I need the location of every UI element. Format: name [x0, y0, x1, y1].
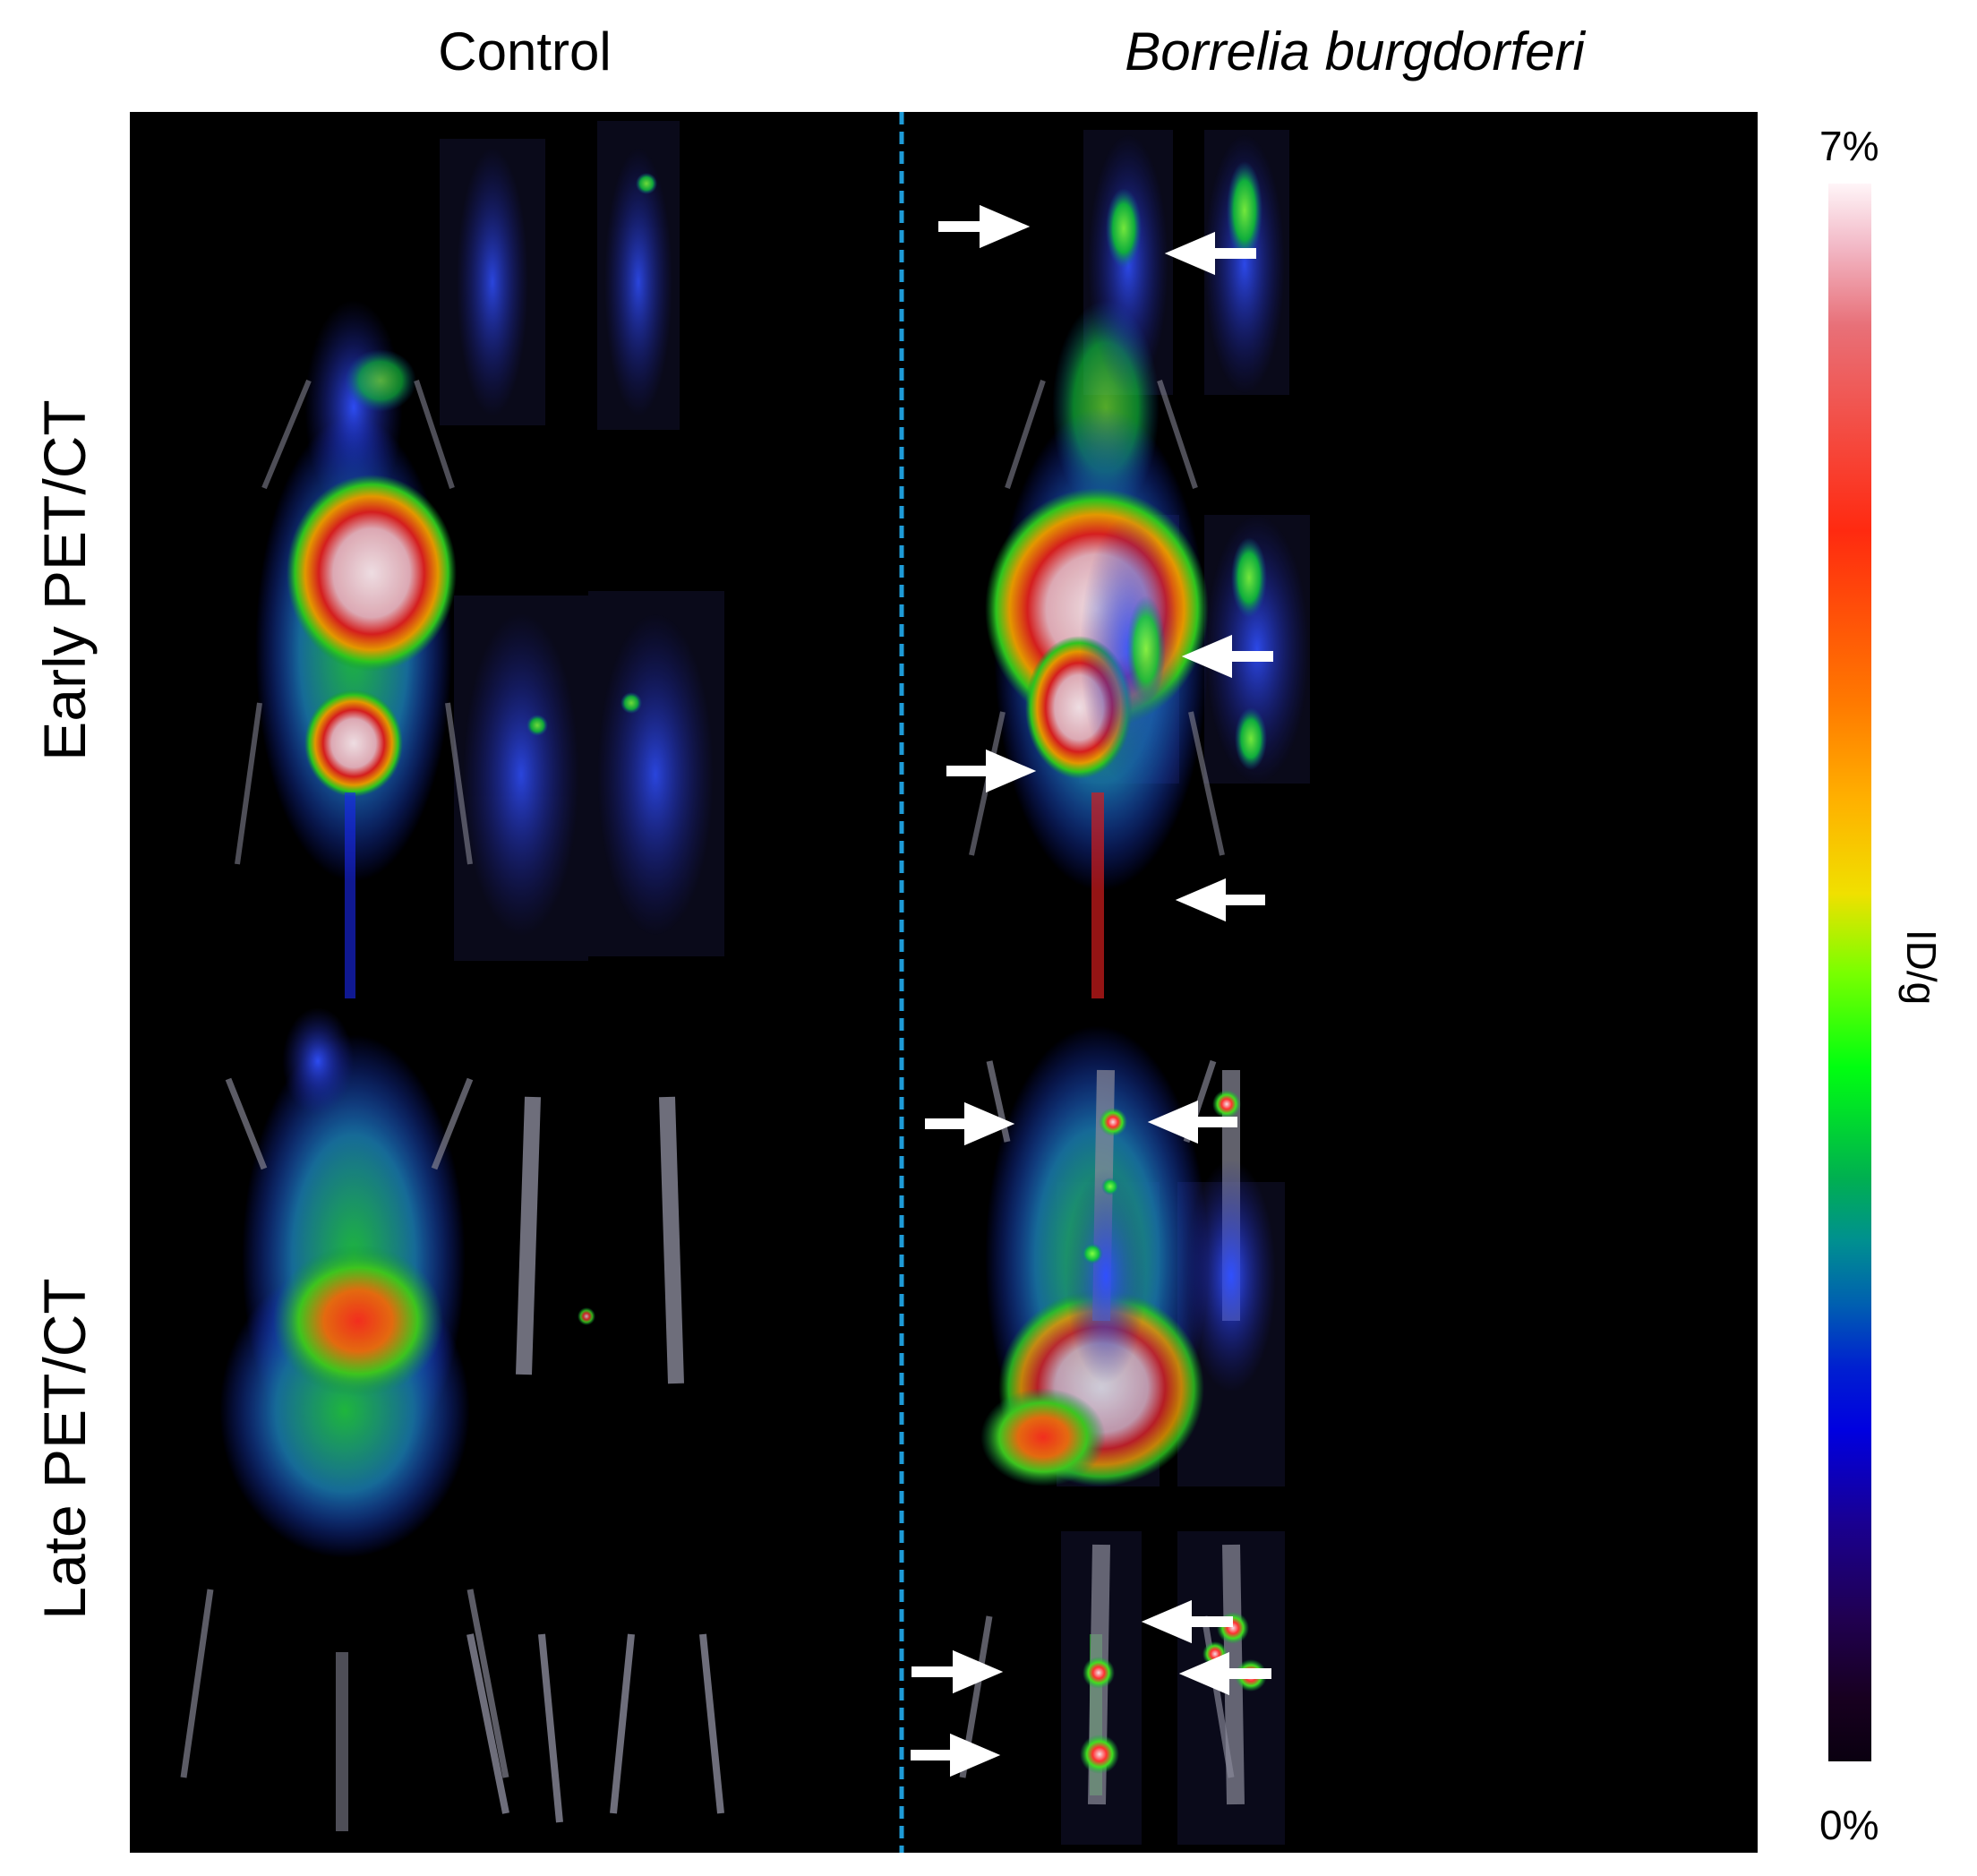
- column-title-control: Control: [438, 21, 612, 81]
- control-late-limbs: [466, 1096, 724, 1823]
- arrow-right-icon: [911, 1733, 1001, 1777]
- row-label-late: Late PET/CT: [31, 1278, 98, 1620]
- pet-ct-composite: [180, 112, 1310, 1853]
- pet-ct-image-panel: [130, 112, 1758, 1853]
- colorbar-gradient: [1828, 184, 1871, 1761]
- arrow-right-icon: [925, 1101, 1015, 1146]
- colorbar-axis-label: ID/g: [1898, 929, 1945, 1006]
- arrow-left-icon: [1141, 1599, 1233, 1644]
- column-title-borrelia: Borrelia burgdorferi: [1125, 21, 1585, 81]
- arrow-right-icon: [938, 204, 1031, 249]
- borrelia-late-limbs: [1066, 1069, 1276, 1805]
- arrow-right-icon: [946, 749, 1037, 793]
- arrow-left-icon: [1164, 231, 1256, 276]
- control-late-mouse: [180, 1007, 509, 1831]
- arrow-left-icon: [1147, 1100, 1237, 1144]
- arrow-left-icon: [1175, 878, 1265, 922]
- borrelia-early-limbs: [1080, 134, 1309, 784]
- control-early-mouse: [235, 300, 473, 998]
- arrow-left-icon: [1178, 1651, 1271, 1696]
- arrow-markers: [911, 204, 1273, 1777]
- row-label-early: Early PET/CT: [31, 399, 98, 761]
- colorbar-min-label: 0%: [1819, 1802, 1879, 1848]
- arrow-left-icon: [1181, 634, 1273, 679]
- control-early-limbs: [457, 148, 714, 936]
- colorbar-max-label: 7%: [1819, 123, 1879, 169]
- arrow-right-icon: [911, 1649, 1004, 1694]
